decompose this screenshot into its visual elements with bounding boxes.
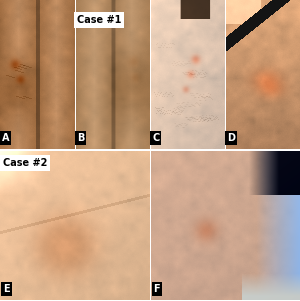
Text: B: B bbox=[77, 133, 85, 143]
Text: F: F bbox=[154, 284, 160, 294]
Text: Case #2: Case #2 bbox=[3, 158, 47, 168]
Text: D: D bbox=[227, 133, 235, 143]
Text: E: E bbox=[3, 284, 10, 294]
Text: C: C bbox=[152, 133, 159, 143]
Text: A: A bbox=[2, 133, 9, 143]
Text: Case #1: Case #1 bbox=[77, 15, 122, 25]
